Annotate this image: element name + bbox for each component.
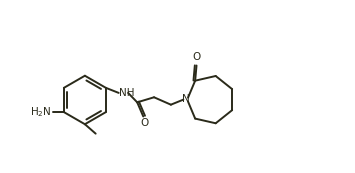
Text: O: O [192, 52, 201, 62]
Text: NH: NH [119, 88, 135, 98]
Text: O: O [141, 119, 149, 129]
Text: N: N [182, 94, 190, 104]
Text: H$_2$N: H$_2$N [29, 105, 51, 119]
